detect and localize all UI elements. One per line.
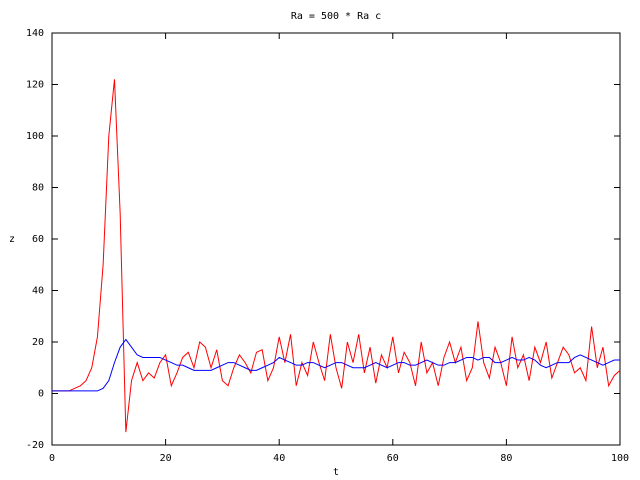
- x-tick-label: 40: [273, 453, 285, 464]
- data-line: [52, 338, 620, 392]
- chart-title: Ra = 500 * Ra c: [291, 11, 381, 22]
- y-tick-label: 40: [32, 286, 44, 297]
- x-tick-label: 80: [500, 453, 512, 464]
- x-tick-label: 60: [387, 453, 399, 464]
- y-tick-label: 60: [32, 234, 44, 245]
- y-tick-label: -20: [26, 440, 44, 451]
- y-tick-label: 100: [26, 131, 44, 142]
- y-tick-label: 0: [38, 389, 44, 400]
- x-tick-label: 0: [49, 453, 55, 464]
- data-line: [52, 79, 621, 433]
- plot-border: [51, 32, 621, 446]
- y-axis-label: z: [9, 234, 15, 245]
- x-tick-label: 20: [160, 453, 172, 464]
- x-tick-label: 100: [611, 453, 629, 464]
- x-axis-label: t: [333, 467, 339, 478]
- y-tick-label: 20: [32, 337, 44, 348]
- y-tick-label: 120: [26, 80, 44, 91]
- y-tick-label: 140: [26, 28, 44, 39]
- y-tick-label: 80: [32, 183, 44, 194]
